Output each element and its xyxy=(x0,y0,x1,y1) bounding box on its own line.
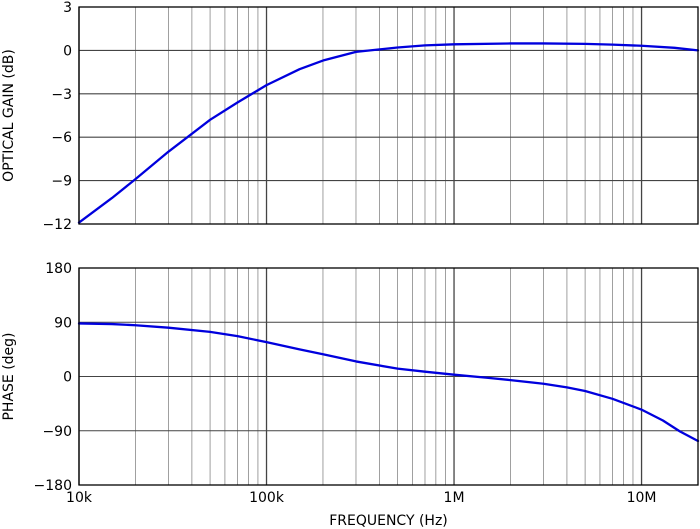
phase-ytick-label: −90 xyxy=(42,424,72,440)
gain-ytick-label: −3 xyxy=(51,87,72,103)
phase-xtick-label: 10k xyxy=(66,490,93,506)
gain-ytick-label: 0 xyxy=(63,43,72,59)
gain-ytick-label: −9 xyxy=(51,174,72,190)
x-axis-title: FREQUENCY (Hz) xyxy=(329,513,448,529)
phase-ytick-label: 180 xyxy=(45,261,72,277)
gain-panel: 3 0 −3 −6 −9 −12 OPTICAL GAIN (dB) xyxy=(1,0,700,233)
phase-plot-frame xyxy=(78,267,699,486)
phase-ytick-label: −180 xyxy=(34,478,72,494)
phase-xtick-label: 100k xyxy=(249,490,285,506)
gain-ytick-label: 3 xyxy=(63,0,72,16)
phase-xtick-label: 10M xyxy=(627,490,657,506)
gain-ytick-label: −6 xyxy=(51,130,72,146)
phase-ytick-label: 90 xyxy=(54,315,72,331)
gain-ytick-label: −12 xyxy=(42,217,72,233)
gain-y-axis-title: OPTICAL GAIN (dB) xyxy=(1,49,17,182)
phase-y-axis-title: PHASE (deg) xyxy=(1,332,17,420)
phase-xtick-label: 1M xyxy=(444,490,465,506)
phase-ytick-label: 0 xyxy=(63,370,72,386)
phase-series-line xyxy=(77,322,700,443)
gain-series-line xyxy=(77,42,700,224)
gain-plot-frame xyxy=(78,6,699,225)
